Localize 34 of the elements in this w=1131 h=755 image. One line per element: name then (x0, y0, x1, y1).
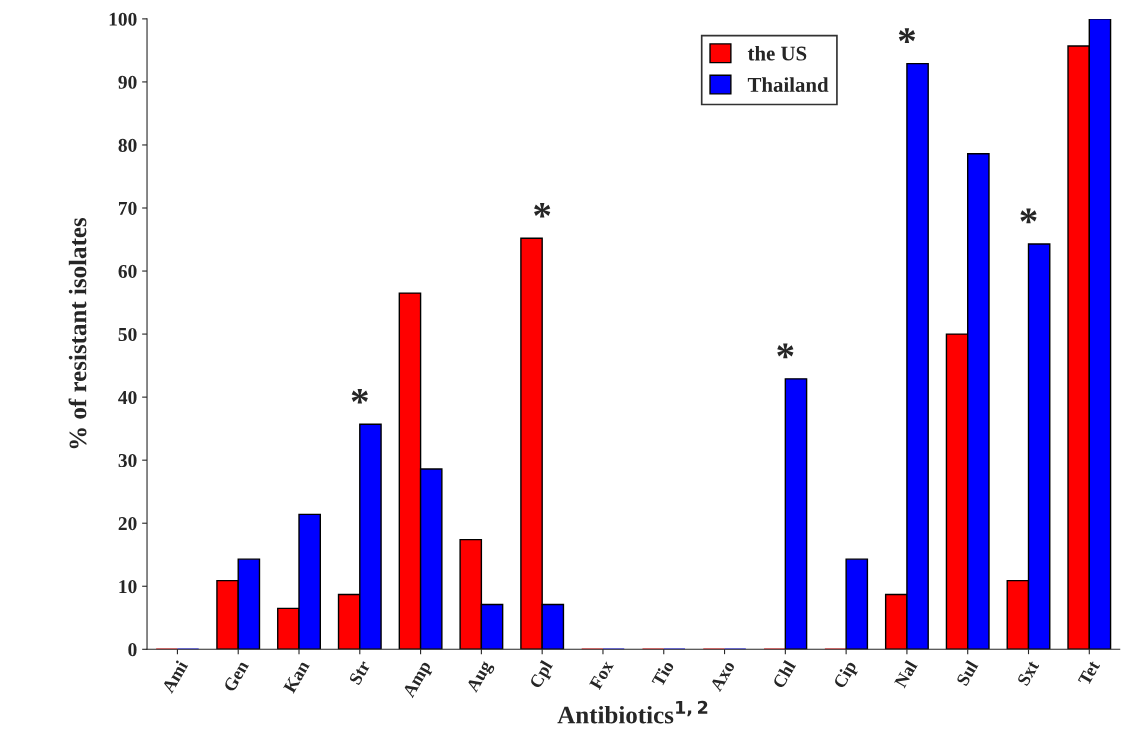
y-tick-label: 90 (118, 75, 137, 89)
annotation: * (898, 28, 916, 43)
x-tick-label: Tet (1077, 659, 1101, 687)
annotation: * (534, 202, 551, 218)
y-tick-label: 10 (119, 580, 137, 594)
legend-label: the US (747, 45, 807, 61)
bar (784, 378, 808, 650)
y-axis-title: % of resistant isolates (68, 217, 87, 449)
y-tick-label: 100 (109, 12, 137, 26)
y-tick-label: 80 (118, 138, 137, 152)
bar (845, 558, 869, 650)
x-tick-label: Sxt (1016, 659, 1040, 687)
y-tick-label: 50 (118, 327, 137, 342)
x-tick-label: Cip (832, 659, 860, 691)
x-tick-label: Str (348, 659, 371, 686)
x-axis-title: Antibiotics$^{1,2}$ (557, 700, 708, 724)
x-tick-label: Sul (955, 659, 979, 687)
y-tick-label: 0 (128, 643, 137, 657)
legend-label: Thailand (747, 77, 829, 92)
y-tick-label: 60 (118, 264, 137, 278)
y-tick-label: 40 (118, 390, 137, 405)
y-tick-label: 20 (118, 517, 137, 531)
annotation: * (351, 388, 368, 404)
annotation: * (777, 343, 794, 359)
x-tick-label: Chl (771, 659, 797, 689)
y-tick-label: 30 (118, 453, 137, 468)
x-tick-label: Fox (589, 659, 614, 691)
x-tick-label: Nal (893, 659, 918, 689)
x-tick-label: Cpl (528, 659, 557, 691)
x-tick-label: Axo (709, 659, 736, 693)
y-tick-label: 70 (118, 201, 137, 215)
annotation: * (1020, 208, 1037, 224)
x-tick-label: Gen (223, 659, 250, 693)
x-tick-label: Tio (651, 659, 675, 688)
